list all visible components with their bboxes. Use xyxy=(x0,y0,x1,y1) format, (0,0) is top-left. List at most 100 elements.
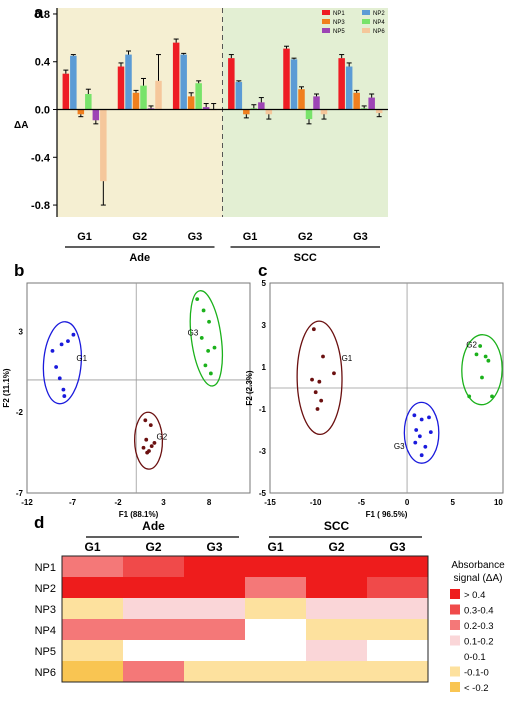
point-g1 xyxy=(61,387,66,392)
bar-np4-1 xyxy=(140,85,147,110)
heatmap-cell xyxy=(184,619,246,641)
point-g2 xyxy=(148,423,153,428)
point-g1 xyxy=(311,327,316,332)
legend-label-np3: NP3 xyxy=(333,20,345,26)
legend-swatch xyxy=(450,666,460,677)
bar-np3-3 xyxy=(243,109,250,115)
legend-swatch xyxy=(450,635,460,646)
heatmap-cell xyxy=(367,640,429,662)
point-g2 xyxy=(152,441,157,445)
legend-swatch-np6 xyxy=(362,28,370,33)
bars xyxy=(62,38,383,206)
legend-swatch-np1 xyxy=(322,10,330,15)
point-g2 xyxy=(143,418,148,423)
point-g1 xyxy=(50,348,55,353)
cluster-label-g3: G3 xyxy=(188,328,199,337)
x-axis-label: F1 ( 96.5%) xyxy=(366,510,408,519)
y-tick-label: 5 xyxy=(262,279,267,288)
cluster-ellipse-g2 xyxy=(133,411,164,470)
axes: 0.8 0.4 0.0 -0.4 -0.8 xyxy=(31,8,388,217)
legend-swatch-np2 xyxy=(362,10,370,15)
cluster-label-g3: G3 xyxy=(394,442,405,451)
bar-np5-0 xyxy=(92,109,100,121)
heatmap-border xyxy=(61,555,429,683)
cluster-label-g1: G1 xyxy=(76,354,87,363)
point-g3 xyxy=(428,430,433,434)
heatmap-cell xyxy=(123,619,185,641)
x-tick-label: 8 xyxy=(207,498,212,507)
heatmap-cell xyxy=(123,577,185,599)
x-tick-label: G1 xyxy=(77,231,92,243)
bar-np2-4 xyxy=(290,59,298,110)
point-g1 xyxy=(54,365,59,369)
y-tick-label: 0.8 xyxy=(35,9,50,21)
bar-np4-0 xyxy=(85,93,92,110)
point-g3 xyxy=(207,319,211,324)
y-tick-label: -5 xyxy=(259,489,267,498)
heatmap-cell xyxy=(367,598,429,620)
x-axis-label: F1 (88.1%) xyxy=(119,510,159,519)
legend-swatch-np5 xyxy=(322,28,330,33)
point-g2 xyxy=(490,394,494,399)
heatmap-row-label: NP2 xyxy=(35,583,56,595)
x-tick-label: G2 xyxy=(298,231,313,243)
point-g1 xyxy=(317,379,322,384)
group-backgrounds xyxy=(57,8,388,217)
bar-np1-5 xyxy=(338,58,345,110)
y-axis-label: F2 (11.1%) xyxy=(2,368,11,407)
point-g3 xyxy=(414,428,419,432)
y-axis-label: F2 (2.3%) xyxy=(245,370,254,405)
point-g3 xyxy=(419,417,424,422)
legend-swatch-np3 xyxy=(322,19,330,24)
point-g1 xyxy=(319,398,324,403)
cluster-ellipse-g2 xyxy=(461,334,503,406)
cluster-label-g2: G2 xyxy=(157,433,168,442)
x-tick-label: 3 xyxy=(161,498,166,507)
heatmap-cell xyxy=(245,619,307,641)
point-g2 xyxy=(467,394,472,399)
heatmap-cell xyxy=(62,661,124,683)
heatmap-cell xyxy=(245,577,307,599)
bar-np5-4 xyxy=(313,96,320,110)
legend-level-label: 0.2-0.3 xyxy=(464,621,494,632)
point-g3 xyxy=(212,345,217,350)
heatmap-cell xyxy=(62,598,124,620)
group-label-ade: Ade xyxy=(129,252,150,264)
point-g1 xyxy=(57,376,62,381)
legend: NP1 NP2 NP3 NP4 NP5 NP6 xyxy=(322,10,385,35)
bar-np6-0 xyxy=(100,109,107,182)
bar-np3-0 xyxy=(77,109,85,115)
panel-a-label: a xyxy=(34,3,44,22)
x-tick-label: G3 xyxy=(188,231,203,243)
bar-np3-1 xyxy=(132,92,140,110)
heatmap-cell xyxy=(367,619,429,641)
y-tick-label: -1 xyxy=(259,405,267,414)
heatmap-cell xyxy=(245,556,307,578)
plot-frame xyxy=(26,282,251,494)
heatmap-cell xyxy=(367,556,429,578)
y-tick-label: 0.0 xyxy=(35,105,50,117)
y-tick-label: -0.4 xyxy=(31,152,51,164)
bar-np1-3 xyxy=(228,58,235,110)
heatmap-column-label: G1 xyxy=(84,540,100,554)
point-g2 xyxy=(474,352,479,357)
panel-b-label: b xyxy=(14,261,24,280)
bar-np2-5 xyxy=(345,66,353,110)
point-g3 xyxy=(201,308,206,313)
y-tick-label: -0.8 xyxy=(31,200,50,212)
cluster-ellipse-g1 xyxy=(296,320,343,436)
heatmap-cell xyxy=(306,598,368,620)
point-g2 xyxy=(480,375,484,380)
heatmap-group-scc: SCC xyxy=(324,519,350,533)
point-g3 xyxy=(203,363,208,368)
bar-np6-1 xyxy=(155,80,162,110)
heatmap-cell xyxy=(62,577,124,599)
heatmap-cell xyxy=(62,640,124,662)
x-tick-label: -12 xyxy=(21,498,33,507)
x-tick-labels: G1 G2 G3 G1 G2 G3 Ade SCC xyxy=(65,231,380,264)
group-bg-ade xyxy=(57,8,223,217)
bar-np4-4 xyxy=(305,109,313,120)
legend-swatch xyxy=(450,620,460,630)
